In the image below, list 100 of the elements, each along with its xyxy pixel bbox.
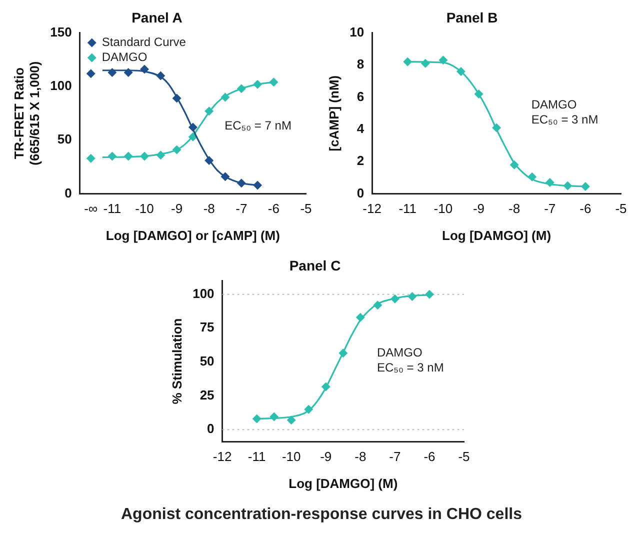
x-tick-label: -5 <box>615 201 627 216</box>
chart-title: Panel A <box>132 9 182 26</box>
annotation: EC₅₀ = 7 nM <box>224 118 292 132</box>
x-tick-label: -8 <box>508 201 520 216</box>
point <box>492 123 502 132</box>
point <box>510 160 519 170</box>
point <box>253 180 262 190</box>
y-axis-title: % Stimulation <box>168 318 184 404</box>
y-tick-label: 75 <box>199 320 214 335</box>
x-axis-title: Log [DAMGO] (M) <box>288 476 398 491</box>
x-tick-label: -10 <box>135 201 154 216</box>
legend-label: DAMGO <box>102 50 148 64</box>
y-tick-label: 50 <box>57 132 72 147</box>
y-tick-label: 100 <box>50 78 72 94</box>
point <box>124 152 133 161</box>
x-tick-label: -5 <box>300 201 312 216</box>
x-tick-label: -7 <box>236 201 248 216</box>
y-tick-label: 50 <box>199 354 214 369</box>
y-tick-label: 2 <box>356 153 364 168</box>
y-tick-label: 6 <box>356 88 364 104</box>
point <box>253 80 262 89</box>
point <box>269 412 278 422</box>
x-tick-label: -8 <box>354 449 366 464</box>
point <box>580 182 590 192</box>
y-axis-title: [cAMP] (nM) <box>326 75 342 152</box>
point <box>407 292 416 301</box>
x-tick-label: -6 <box>580 201 592 216</box>
point <box>124 68 133 78</box>
y-tick-label: 8 <box>356 56 364 72</box>
point <box>220 172 230 182</box>
point <box>456 66 466 76</box>
x-tick-label: -6 <box>423 449 435 464</box>
point <box>220 92 230 102</box>
point <box>355 312 364 322</box>
x-tick-label: -10 <box>281 449 300 464</box>
chart-title: Panel B <box>446 9 498 26</box>
point <box>156 71 166 80</box>
point <box>563 181 572 190</box>
point <box>269 78 278 87</box>
y-tick-label: 25 <box>199 387 214 402</box>
x-tick-label: -7 <box>388 449 400 464</box>
point <box>188 122 198 132</box>
y-tick-label: 0 <box>64 185 72 200</box>
annotation: DAMGO <box>376 346 422 360</box>
x-tick-label: -11 <box>103 201 122 216</box>
point <box>545 178 554 188</box>
legend-label: Standard Curve <box>102 35 186 50</box>
x-tick-label: -9 <box>320 449 332 464</box>
x-axis-title: Log [DAMGO] or [cAMP] (M) <box>106 228 280 243</box>
y-tick-label: 10 <box>350 24 364 40</box>
point <box>236 178 246 188</box>
point <box>140 152 149 161</box>
point <box>390 294 399 304</box>
annotation: EC₅₀ = 3 nM <box>531 112 598 127</box>
point <box>204 106 214 116</box>
point <box>156 150 166 160</box>
x-tick-label: -9 <box>171 201 183 216</box>
point <box>204 156 214 166</box>
point <box>338 348 348 358</box>
y-tick-label: 100 <box>192 286 214 301</box>
y-axis-title: TR-FRET Ratio (665/615 X 1,000) <box>11 61 42 166</box>
point <box>474 89 484 98</box>
x-tick-label: -6 <box>268 201 280 216</box>
point <box>420 58 430 68</box>
point <box>86 154 96 163</box>
x-tick-label: -8 <box>203 201 215 216</box>
x-tick-label: -12 <box>212 449 232 464</box>
point <box>108 68 117 78</box>
annotation: DAMGO <box>531 98 577 112</box>
y-tick-label: 0 <box>356 185 364 200</box>
x-tick-label: -7 <box>544 201 556 216</box>
x-axis-title: Log [DAMGO] (M) <box>442 228 552 243</box>
point <box>286 416 296 425</box>
point <box>372 300 382 310</box>
point <box>252 414 261 424</box>
x-tick-label: -5 <box>458 449 470 464</box>
y-tick-label: 150 <box>50 24 72 40</box>
point <box>86 69 96 78</box>
x-tick-label: -∞ <box>84 201 98 216</box>
point <box>140 64 149 74</box>
y-tick-label: 0 <box>206 421 214 436</box>
point <box>424 290 434 299</box>
x-tick-label: -9 <box>472 201 485 216</box>
text: Agonist concentration-response curves in CHO cells <box>120 506 523 524</box>
point <box>236 84 246 94</box>
chart-title: Panel C <box>288 257 340 274</box>
x-tick-label: -11 <box>398 201 417 216</box>
point <box>320 382 330 392</box>
x-tick-label: -10 <box>434 201 453 216</box>
point <box>172 94 182 103</box>
point <box>403 57 412 66</box>
point <box>438 56 448 65</box>
annotation: EC₅₀ = 3 nM <box>376 360 444 375</box>
y-tick-label: 4 <box>356 120 365 136</box>
point <box>304 404 313 414</box>
point <box>108 152 117 161</box>
point <box>172 145 182 154</box>
x-tick-label: -11 <box>247 449 266 464</box>
x-tick-label: -12 <box>362 201 382 216</box>
point <box>528 172 537 182</box>
